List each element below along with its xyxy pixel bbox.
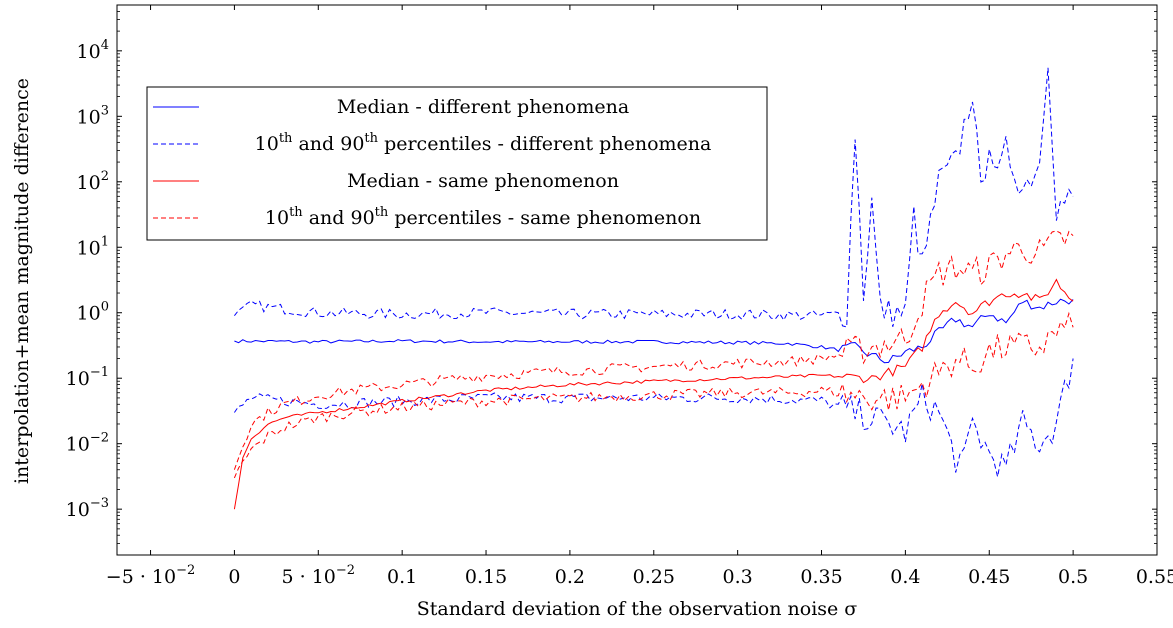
x-tick-label: 0.45: [968, 566, 1010, 588]
axes: [116, 4, 1158, 556]
y-tick-label: 101: [77, 234, 109, 259]
x-tick-label: −5 · 10−2: [106, 563, 195, 588]
plot-frame: [116, 4, 1158, 556]
x-tick-label: 0.3: [723, 566, 753, 588]
legend-label: 10th and 90th percentiles - same phenome…: [265, 205, 701, 229]
y-tick-label: 10−2: [66, 431, 109, 456]
x-tick-label: 0.5: [1058, 566, 1088, 588]
x-tick-label: 0: [228, 566, 240, 588]
y-tick-label: 102: [77, 169, 109, 194]
x-axis-label: Standard deviation of the observation no…: [417, 598, 858, 620]
legend-box: [146, 86, 768, 241]
x-tick-label: 0.15: [465, 566, 507, 588]
plot-lines: [233, 67, 1074, 510]
tick-labels: −5 · 10−2 0 5 · 10−2 0.1 0.15 0.2 0.25 0.3 0.35 0…: [66, 38, 1173, 588]
x-tick-label: 0.35: [800, 566, 842, 588]
y-tick-label: 103: [77, 103, 109, 128]
x-tick-label: 5 · 10−2: [282, 563, 356, 588]
y-tick-label: 104: [77, 38, 109, 63]
y-axis-label: interpolation+mean magnitude difference: [11, 78, 33, 484]
x-tick-label: 0.1: [387, 566, 417, 588]
legend-label: Median - same phenomenon: [347, 170, 619, 192]
x-tick-label: 0.4: [890, 566, 920, 588]
legend-label: 10th and 90th percentiles - different ph…: [255, 131, 712, 155]
x-tick-label: 0.55: [1136, 566, 1173, 588]
x-tick-label: 0.25: [633, 566, 675, 588]
y-tick-label: 10−3: [66, 496, 109, 521]
series-line-1: [234, 67, 1074, 328]
series-line-0: [234, 298, 1074, 364]
y-tick-label: 100: [77, 300, 109, 325]
legend-label: Median - different phenomena: [337, 96, 629, 118]
legend: Median - different phenomena 10th and 90t…: [146, 86, 768, 241]
series-line-4: [233, 230, 1074, 470]
series-line-2: [233, 358, 1074, 477]
series-line-5: [233, 311, 1074, 479]
series-line-3: [233, 278, 1074, 510]
x-tick-label: 0.2: [555, 566, 585, 588]
y-tick-label: 10−1: [66, 365, 109, 390]
